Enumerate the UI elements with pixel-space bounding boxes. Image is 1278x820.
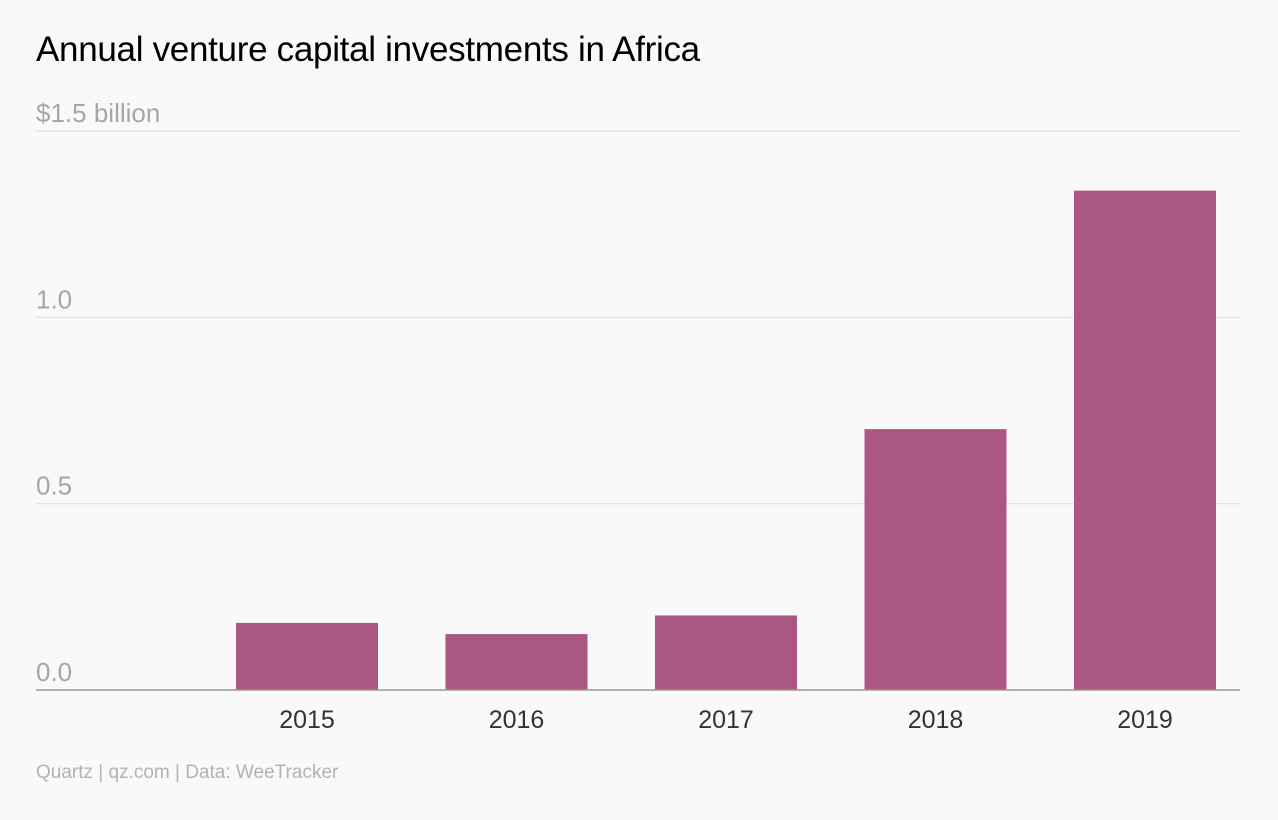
bar-2019: [1074, 190, 1216, 691]
bar-2018: [864, 429, 1007, 690]
x-tick-label: 2019: [1117, 706, 1173, 734]
x-axis-ticks: 2015 2016 2017 2018 2019: [279, 706, 1173, 734]
y-tick-label: 0.5: [36, 471, 72, 501]
x-tick-label: 2015: [279, 706, 335, 734]
bar-2016: [445, 634, 588, 690]
chart-title: Annual venture capital investments in Af…: [36, 30, 700, 69]
source-footer: Quartz | qz.com | Data: WeeTracker: [36, 762, 339, 783]
gridlines: [36, 130, 1240, 505]
y-tick-label: 0.0: [36, 657, 72, 687]
bar-2015: [236, 622, 378, 690]
x-tick-label: 2016: [489, 706, 545, 734]
bar-2017: [655, 615, 797, 690]
y-axis-ticks: 0.0 0.5 1.0 $1.5 billion: [36, 98, 160, 687]
y-tick-label: $1.5 billion: [36, 98, 160, 128]
x-tick-label: 2018: [908, 706, 964, 734]
bars: [236, 190, 1216, 691]
y-tick-label: 1.0: [36, 284, 72, 314]
x-tick-label: 2017: [698, 706, 754, 734]
